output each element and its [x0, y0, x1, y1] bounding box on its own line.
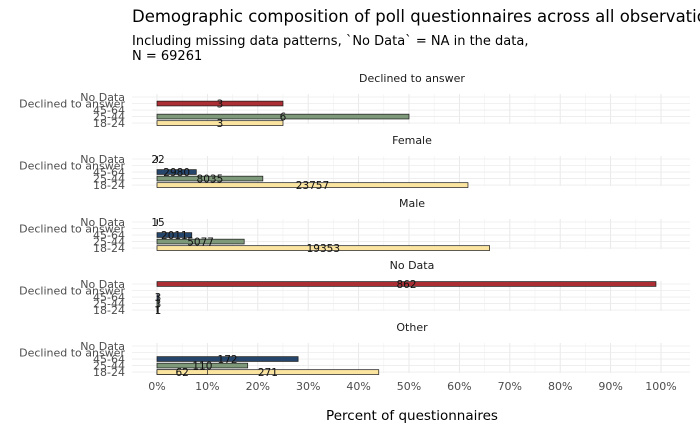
category-tick-label: 25-44 — [93, 236, 125, 249]
facet-strip-label: Male — [399, 197, 425, 210]
bar — [156, 232, 193, 238]
chart-subtitle-line-1: Including missing data patterns, `No Dat… — [132, 34, 528, 49]
facet-strip-label: Other — [396, 321, 428, 334]
category-tick-label: No Data — [80, 216, 125, 229]
x-tick-label: 90% — [598, 380, 622, 393]
category-tick-label: 18-24 — [93, 242, 125, 255]
chart-subtitle-line-2: N = 69261 — [132, 49, 202, 64]
bar — [156, 238, 245, 245]
category-tick-label: Declined to answer — [19, 160, 125, 173]
x-tick-label: 30% — [296, 380, 320, 393]
x-tick-label: 50% — [397, 380, 421, 393]
x-tick-label: 70% — [498, 380, 522, 393]
bar-data-label: 862 — [396, 279, 416, 291]
bar-data-label: 23757 — [296, 180, 329, 192]
bar — [156, 294, 159, 300]
bar — [156, 281, 657, 287]
bar-data-label: 3 — [217, 99, 224, 111]
category-tick-label: No Data — [80, 153, 125, 166]
category-tick-label: Declined to answer — [19, 223, 125, 236]
bar — [156, 175, 264, 182]
x-axis: 0% 10% 20% 30% 40% 50% 60% 70% 80% 90% 100% — [148, 380, 676, 393]
facet-strip-label: No Data — [390, 259, 435, 272]
x-tick-label: 10% — [195, 380, 219, 393]
category-tick-label: 25-44 — [93, 173, 125, 186]
bar — [156, 300, 159, 307]
bar-data-label: 19353 — [307, 243, 340, 255]
bar-data-label: 15 — [151, 217, 164, 229]
category-tick-label: Declined to answer — [19, 98, 125, 111]
bar-data-label: 1 — [155, 305, 162, 317]
category-tick-label: 25-44 — [93, 111, 125, 124]
bar-data-label: 3 — [155, 292, 162, 304]
category-tick-label: 18-24 — [93, 366, 125, 379]
x-tick-label: 20% — [246, 380, 270, 393]
category-tick-label: 45-64 — [93, 353, 125, 366]
bar-data-label: 62 — [176, 367, 189, 379]
facet-strip-label: Declined to answer — [359, 72, 465, 85]
x-tick-label: 60% — [447, 380, 471, 393]
bar-data-label: 22 — [151, 154, 164, 166]
chart-title: Demographic composition of poll question… — [132, 7, 700, 26]
x-tick-label: 0% — [148, 380, 165, 393]
bar-data-label: 6 — [280, 112, 287, 124]
bar — [156, 100, 284, 107]
category-tick-label: Declined to answer — [19, 285, 125, 298]
category-tick-label: 45-64 — [93, 104, 125, 117]
bar — [156, 120, 284, 126]
bar — [156, 362, 249, 369]
x-tick-label: 80% — [548, 380, 572, 393]
bar-data-label: 271 — [258, 367, 278, 379]
x-tick-label: 100% — [645, 380, 676, 393]
bar-data-label: 3 — [155, 299, 162, 311]
bar — [156, 369, 208, 375]
category-tick-label: 45-64 — [93, 166, 125, 179]
x-axis-label: Percent of questionnaires — [326, 408, 498, 424]
bar-data-label: 3 — [217, 118, 224, 130]
bar — [156, 245, 490, 251]
category-tick-label: 45-64 — [93, 229, 125, 242]
category-tick-label: 18-24 — [93, 304, 125, 317]
bar — [156, 156, 158, 162]
category-tick-label: 45-64 — [93, 291, 125, 304]
category-tick-label: 18-24 — [93, 117, 125, 130]
bar — [156, 182, 469, 188]
category-tick-label: No Data — [80, 91, 125, 104]
bar — [156, 219, 158, 225]
category-tick-label: No Data — [80, 278, 125, 291]
x-tick-label: 40% — [346, 380, 370, 393]
category-tick-label: Declined to answer — [19, 347, 125, 360]
category-tick-label: 18-24 — [93, 179, 125, 192]
category-tick-label: 25-44 — [93, 360, 125, 373]
category-tick-label: No Data — [80, 340, 125, 353]
bar — [156, 356, 299, 362]
bar — [156, 113, 410, 120]
bar — [156, 307, 158, 313]
bar — [156, 169, 197, 175]
category-tick-label: 25-44 — [93, 298, 125, 311]
facet-strip-label: Female — [392, 134, 432, 147]
